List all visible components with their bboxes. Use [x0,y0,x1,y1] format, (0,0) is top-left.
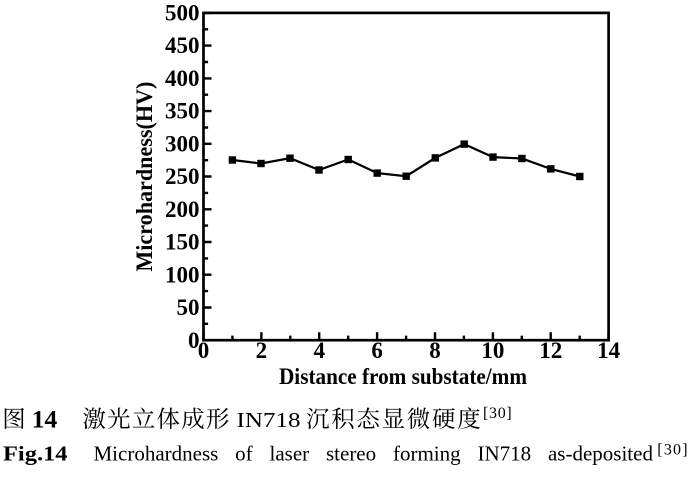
svg-text:Microhardness of laser stereo: Microhardness of laser stereo forming IN… [94,442,654,466]
svg-text:250: 250 [165,164,200,189]
svg-text:150: 150 [165,230,200,255]
svg-text:[30]: [30] [657,441,688,458]
svg-text:2: 2 [256,338,268,363]
svg-text:0: 0 [198,338,210,363]
svg-text:Fig.14: Fig.14 [3,442,68,466]
svg-text:50: 50 [177,295,200,320]
svg-text:Microhardness(HV): Microhardness(HV) [132,82,157,272]
svg-text:350: 350 [165,99,200,124]
svg-text:0: 0 [188,328,200,353]
svg-text:300: 300 [165,131,200,156]
svg-text:400: 400 [165,66,200,91]
svg-text:4: 4 [313,338,325,363]
svg-text:Distance from substate/mm: Distance from substate/mm [279,364,527,389]
svg-text:14: 14 [32,405,58,434]
svg-text:8: 8 [429,338,441,363]
svg-text:14: 14 [597,338,621,363]
svg-text:IN718: IN718 [237,408,301,432]
svg-text:12: 12 [539,338,562,363]
svg-text:200: 200 [165,197,200,222]
svg-text:500: 500 [165,1,200,26]
svg-text:450: 450 [165,33,200,58]
svg-text:10: 10 [481,338,504,363]
svg-text:100: 100 [165,262,200,287]
svg-text:[30]: [30] [483,405,512,422]
svg-text:6: 6 [371,338,383,363]
